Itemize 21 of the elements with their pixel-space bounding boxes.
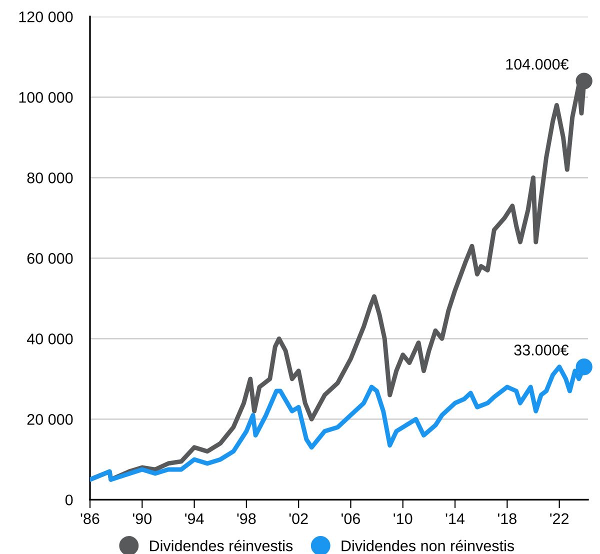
x-tick-label: '22	[550, 513, 569, 524]
annotation: 33.000€	[514, 344, 569, 356]
x-tick-label: '10	[394, 513, 412, 524]
x-tick-label: '18	[498, 513, 516, 524]
x-tick-label: '98	[237, 513, 256, 524]
legend-label: Dividendes non réinvestis	[342, 540, 514, 552]
y-tick-label: 60 000	[27, 253, 73, 264]
y-tick-label: 80 000	[27, 172, 73, 184]
annotation: 104.000€	[506, 58, 569, 70]
x-tick-label: '02	[289, 513, 308, 524]
legend-label: Dividendes réinvestis	[150, 540, 293, 552]
x-tick-label: '14	[446, 513, 465, 524]
y-tick-label: 0	[65, 494, 73, 506]
y-tick-label: 20 000	[27, 414, 73, 425]
y-tick-label: 120 000	[19, 11, 73, 22]
x-tick-label: '06	[342, 513, 360, 524]
x-tick-label: '86	[80, 513, 100, 524]
y-tick-label: 40 000	[26, 334, 73, 344]
x-tick-label: '94	[185, 513, 204, 524]
y-tick-label: 100 000	[19, 92, 73, 103]
x-tick-label: '90	[132, 513, 152, 524]
